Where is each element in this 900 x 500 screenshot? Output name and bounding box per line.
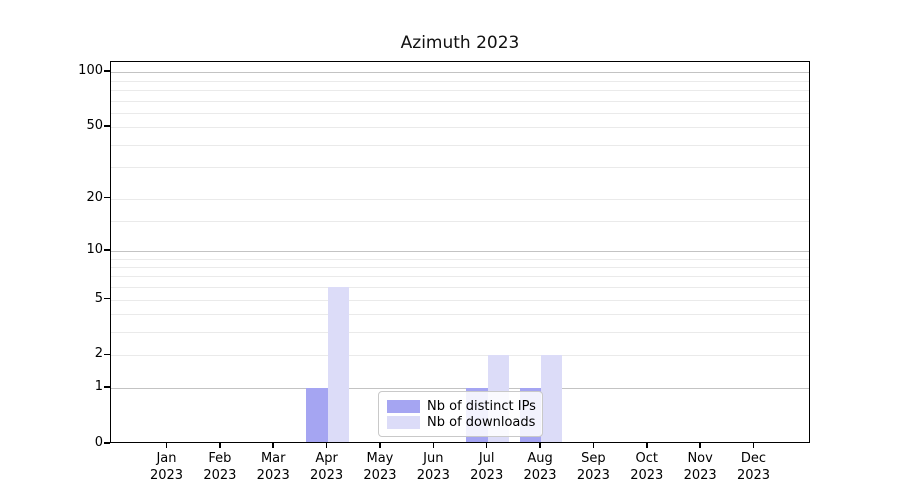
gridline-minor bbox=[111, 167, 809, 169]
gridline-minor bbox=[111, 89, 809, 91]
x-tick-mark bbox=[325, 443, 328, 448]
x-tick-label: Jan 2023 bbox=[150, 450, 183, 484]
y-tick-label: 10 bbox=[86, 241, 103, 257]
legend-swatch bbox=[387, 415, 420, 429]
gridline-minor bbox=[111, 332, 809, 334]
x-tick-label: Oct 2023 bbox=[630, 450, 663, 484]
x-tick-mark bbox=[379, 443, 381, 448]
plot-area bbox=[110, 61, 810, 443]
x-tick-month: Jul bbox=[478, 451, 495, 466]
x-tick-year: 2023 bbox=[470, 468, 504, 483]
legend: Nb of distinct IPs Nb of downloads bbox=[378, 391, 543, 437]
y-tick-label: 0 bbox=[94, 435, 103, 450]
y-tick-mark bbox=[104, 196, 110, 199]
x-tick-label: Sep 2023 bbox=[577, 450, 610, 484]
gridline-minor bbox=[111, 112, 809, 114]
chart-title: Azimuth 2023 bbox=[400, 33, 520, 53]
x-tick-label: Dec 2023 bbox=[737, 450, 770, 484]
x-tick-mark bbox=[539, 443, 541, 448]
gridline-minor bbox=[111, 100, 809, 102]
x-tick-month: Feb bbox=[208, 451, 232, 466]
x-tick-year: 2023 bbox=[736, 468, 771, 483]
x-tick-label: May 2023 bbox=[363, 450, 396, 484]
y-tick-label: 2 bbox=[94, 346, 103, 362]
x-tick-mark bbox=[646, 443, 648, 448]
y-tick-mark bbox=[104, 70, 110, 72]
gridline-minor bbox=[111, 258, 809, 260]
x-tick-year: 2023 bbox=[149, 468, 184, 483]
x-tick-year: 2023 bbox=[203, 468, 237, 483]
gridline-minor bbox=[111, 287, 809, 289]
x-tick-month: Jan bbox=[156, 451, 177, 466]
gridline-minor bbox=[111, 144, 809, 146]
y-tick-label: 1 bbox=[94, 379, 103, 395]
x-tick-label: Jul 2023 bbox=[470, 450, 503, 484]
gridline-major bbox=[111, 299, 809, 301]
legend-label: Nb of distinct IPs bbox=[427, 398, 536, 414]
gridline-major bbox=[111, 388, 809, 390]
gridline-major bbox=[111, 72, 809, 74]
x-tick-year: 2023 bbox=[576, 468, 610, 483]
gridline-major bbox=[111, 355, 809, 357]
gridline-major bbox=[111, 250, 809, 252]
y-tick-mark bbox=[104, 125, 110, 127]
gridline-minor bbox=[111, 276, 809, 278]
legend-item: Nb of distinct IPs bbox=[387, 398, 536, 414]
legend-label: Nb of downloads bbox=[427, 414, 536, 430]
x-tick-mark bbox=[485, 443, 488, 448]
y-tick-label: 50 bbox=[86, 118, 103, 134]
x-tick-mark bbox=[272, 443, 274, 448]
x-tick-mark bbox=[699, 443, 701, 448]
x-tick-mark bbox=[752, 443, 755, 448]
x-tick-label: Apr 2023 bbox=[310, 450, 343, 484]
y-tick-label: 100 bbox=[78, 63, 103, 79]
legend-swatch bbox=[387, 399, 420, 413]
x-tick-label: Mar 2023 bbox=[257, 450, 290, 484]
y-tick-mark bbox=[104, 297, 110, 300]
x-tick-mark bbox=[165, 443, 168, 448]
y-tick-label: 20 bbox=[86, 189, 103, 205]
gridline-major bbox=[111, 198, 809, 200]
gridline-major bbox=[111, 127, 809, 129]
y-tick-mark bbox=[104, 249, 110, 251]
x-tick-label: Feb 2023 bbox=[203, 450, 236, 484]
x-tick-month: Oct bbox=[635, 451, 658, 466]
gridline-minor bbox=[111, 220, 809, 222]
x-tick-month: Dec bbox=[740, 451, 767, 466]
gridline-minor bbox=[111, 266, 809, 268]
x-tick-year: 2023 bbox=[523, 468, 557, 483]
x-tick-year: 2023 bbox=[256, 468, 290, 483]
x-tick-label: Nov 2023 bbox=[684, 450, 717, 484]
x-tick-month: Mar bbox=[260, 451, 286, 466]
x-tick-label: Aug 2023 bbox=[523, 450, 556, 484]
x-tick-year: 2023 bbox=[416, 468, 450, 483]
x-tick-month: Apr bbox=[315, 451, 338, 466]
x-tick-month: Jun bbox=[423, 451, 444, 466]
y-tick-label: 5 bbox=[94, 290, 103, 306]
legend-item: Nb of downloads bbox=[387, 414, 536, 430]
bar-distinct-ips bbox=[306, 388, 328, 443]
x-tick-year: 2023 bbox=[630, 468, 664, 483]
x-tick-month: Sep bbox=[581, 451, 606, 466]
bar-downloads bbox=[541, 355, 563, 443]
x-tick-month: May bbox=[366, 451, 394, 466]
bar-downloads bbox=[327, 287, 349, 443]
x-tick-year: 2023 bbox=[683, 468, 717, 483]
gridline-minor bbox=[111, 314, 809, 316]
x-tick-month: Nov bbox=[687, 451, 713, 466]
gridline-minor bbox=[111, 80, 809, 82]
y-tick-mark bbox=[104, 386, 110, 388]
x-tick-month: Aug bbox=[527, 451, 553, 466]
x-tick-year: 2023 bbox=[310, 468, 344, 483]
x-tick-mark bbox=[432, 443, 435, 448]
x-tick-label: Jun 2023 bbox=[417, 450, 450, 484]
x-tick-mark bbox=[219, 443, 221, 448]
x-tick-year: 2023 bbox=[363, 468, 397, 483]
x-tick-mark bbox=[592, 443, 595, 448]
y-tick-mark bbox=[104, 442, 110, 444]
y-tick-mark bbox=[104, 353, 110, 356]
